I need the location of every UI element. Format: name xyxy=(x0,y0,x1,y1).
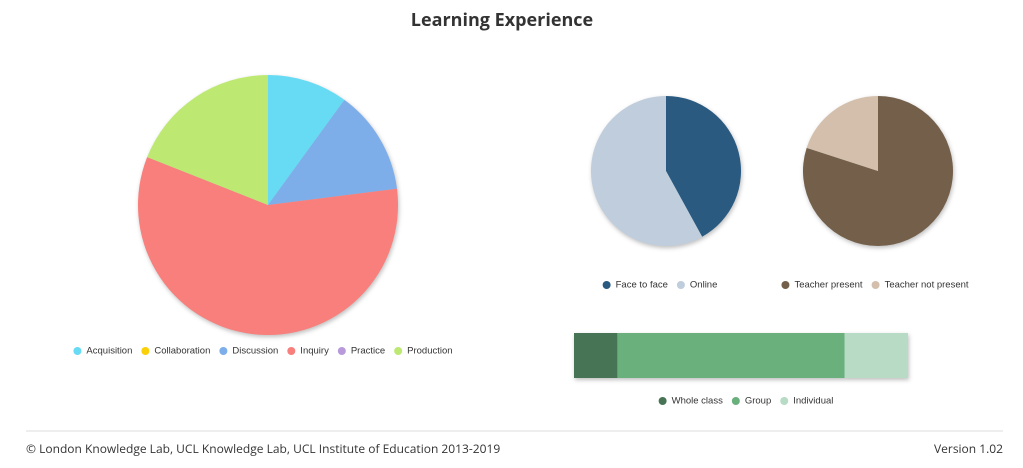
pie-slice xyxy=(138,157,398,335)
page-title: Learning Experience xyxy=(411,8,593,32)
legend-swatch xyxy=(141,347,150,355)
legend-swatch xyxy=(871,281,880,289)
pie-slice xyxy=(806,96,878,171)
legend-label: Discussion xyxy=(232,346,278,357)
pie xyxy=(591,96,742,247)
legend-label: Whole class xyxy=(672,396,723,407)
pie-slice xyxy=(147,74,268,205)
legend: Whole class Group Individual xyxy=(658,396,833,407)
bar-segment xyxy=(844,333,908,378)
legend-label: Practice xyxy=(351,346,385,357)
legend-swatch xyxy=(676,281,685,289)
pie xyxy=(803,96,954,247)
footer-copyright: © London Knowledge Lab, UCL Knowledge La… xyxy=(26,440,500,457)
pie-slice xyxy=(268,99,397,205)
legend-swatch xyxy=(781,281,790,289)
legend-label: Face to face xyxy=(616,280,668,291)
legend: Face to face Online xyxy=(602,280,717,291)
stacked-bar xyxy=(574,333,908,378)
legend-swatch xyxy=(337,347,346,355)
legend-swatch xyxy=(731,397,740,405)
legend-label: Acquisition xyxy=(86,346,132,357)
legend-label: Teacher present xyxy=(794,280,862,291)
footer-version: Version 1.02 xyxy=(934,440,1003,457)
legend-label: Online xyxy=(690,280,717,291)
legend-swatch xyxy=(780,397,789,405)
legend-label: Collaboration xyxy=(154,346,210,357)
bar-segment xyxy=(574,333,618,378)
pie-slice xyxy=(591,96,703,247)
legend: Acquisition Collaboration Discussion Inquir… xyxy=(73,346,453,357)
legend-swatch xyxy=(602,281,611,289)
legend: Teacher present Teacher not present xyxy=(781,280,969,291)
pie-slice xyxy=(666,96,742,237)
legend-label: Production xyxy=(407,346,452,357)
legend-swatch xyxy=(219,347,228,355)
pie-slice xyxy=(268,75,345,205)
legend-swatch xyxy=(73,347,82,355)
pie xyxy=(138,74,398,335)
bar-segment xyxy=(617,333,845,378)
legend-label: Teacher not present xyxy=(885,280,969,291)
legend-label: Inquiry xyxy=(300,346,329,357)
legend-swatch xyxy=(394,347,403,355)
legend-label: Group xyxy=(745,396,771,407)
legend-swatch xyxy=(287,347,296,355)
legend-label: Individual xyxy=(793,396,833,407)
pie-slice xyxy=(803,96,954,247)
legend-swatch xyxy=(658,397,667,405)
